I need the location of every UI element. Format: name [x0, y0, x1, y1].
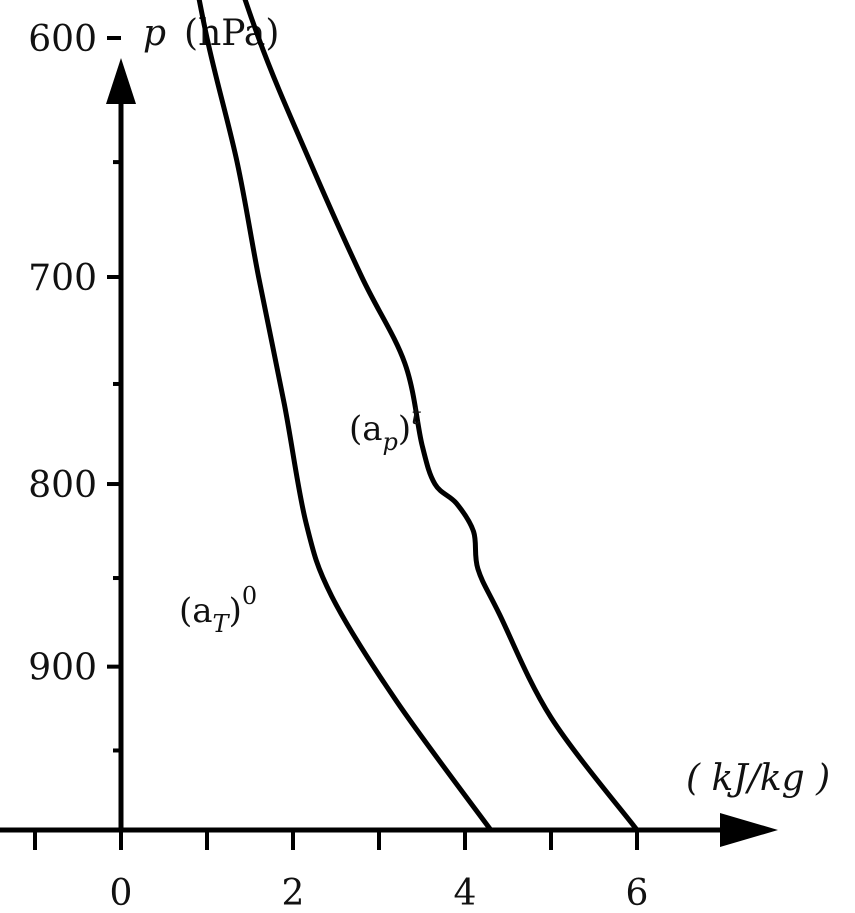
y-tick-label: 900 — [28, 648, 97, 689]
x-axis-arrowhead — [720, 813, 778, 847]
x-tick-label: 4 — [454, 873, 477, 913]
series-label-at: (aT)0 — [179, 582, 257, 638]
x-tick-label: 0 — [110, 873, 133, 913]
series-label-at-sub: T — [213, 610, 231, 638]
curve-ap — [242, 0, 640, 833]
series-label-ap-base: (a — [349, 409, 383, 449]
y-axis-symbol: p — [143, 13, 166, 54]
series-label-ap: (ap)t — [349, 402, 421, 456]
series-label-at-close: ) — [229, 591, 242, 631]
y-tick-label: 800 — [28, 465, 97, 506]
y-tick-label: 700 — [28, 258, 97, 299]
curves — [196, 0, 640, 833]
y-tick-label: 600 — [28, 19, 97, 60]
y-axis-arrowhead — [106, 58, 136, 104]
series-label-ap-close: ) — [398, 409, 411, 449]
x-ticks: 0 2 4 6 — [33, 830, 649, 913]
y-axis-unit: (hPa) — [184, 13, 279, 54]
x-tick-label: 2 — [282, 873, 305, 913]
series-label-at-base: (a — [179, 591, 213, 631]
x-axis-unit-label: ( kJ/kg ) — [686, 758, 830, 799]
curve-at — [196, 0, 494, 833]
series-label-ap-sub: p — [383, 428, 398, 456]
y-ticks: 500600700800900 — [28, 19, 121, 753]
series-label-at-sup: 0 — [242, 582, 257, 610]
series-label-ap-sup: t — [411, 402, 421, 430]
x-tick-label: 6 — [626, 873, 649, 913]
